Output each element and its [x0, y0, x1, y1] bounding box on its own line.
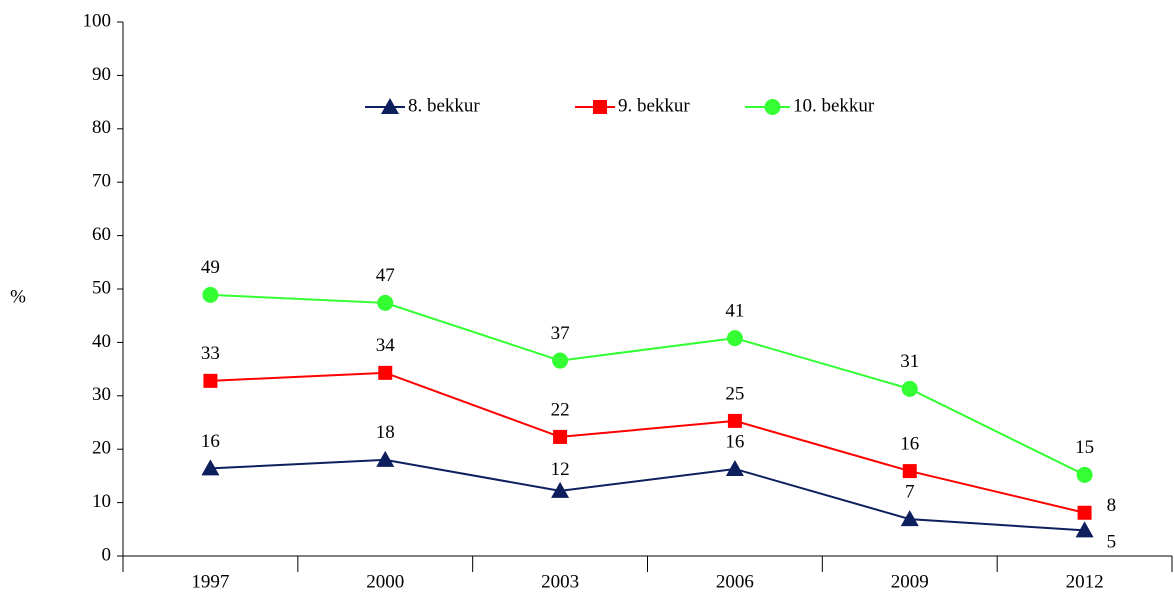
data-label: 18: [376, 422, 395, 443]
legend-label: 10. bekkur: [793, 95, 875, 116]
y-tick-label: 60: [92, 224, 111, 245]
data-point: [377, 294, 394, 311]
y-tick-label: 80: [92, 117, 111, 138]
x-tick-label: 2012: [1066, 571, 1104, 592]
y-tick-label: 70: [92, 171, 111, 192]
data-point: [378, 365, 393, 380]
x-tick-label: 2009: [891, 571, 929, 592]
data-label: 16: [725, 431, 744, 452]
data-label: 47: [376, 265, 395, 286]
data-label: 49: [201, 257, 220, 278]
y-tick-label: 0: [102, 544, 112, 565]
data-point: [726, 330, 743, 347]
data-point: [902, 464, 917, 479]
y-axis-label: %: [10, 286, 26, 307]
data-point: [900, 510, 919, 527]
data-point: [551, 481, 570, 498]
y-tick-label: 20: [92, 438, 111, 459]
series-line: [210, 371, 1085, 514]
data-point: [376, 450, 395, 467]
y-tick-label: 50: [92, 277, 111, 298]
legend-marker: [764, 99, 781, 115]
x-tick-label: 2000: [366, 571, 404, 592]
data-label: 8: [1107, 495, 1117, 516]
data-label: 12: [551, 459, 570, 480]
series-line: [210, 293, 1086, 476]
x-tick-label: 1997: [191, 571, 229, 592]
data-point: [725, 459, 744, 476]
data-point: [553, 429, 568, 444]
data-point: [203, 373, 218, 388]
x-tick-label: 2003: [541, 571, 579, 592]
data-point: [201, 459, 220, 476]
data-label: 31: [900, 351, 919, 372]
legend-marker: [593, 100, 607, 114]
legend-label: 9. bekkur: [618, 95, 690, 116]
y-tick-label: 90: [92, 64, 111, 85]
y-tick-label: 100: [83, 10, 112, 31]
data-label: 41: [725, 300, 744, 321]
data-point: [901, 380, 918, 397]
data-point: [1077, 505, 1092, 520]
data-label: 37: [551, 323, 570, 344]
data-label: 5: [1107, 532, 1117, 553]
data-label: 34: [376, 335, 396, 356]
y-tick-label: 10: [92, 491, 111, 512]
data-label: 25: [725, 383, 744, 404]
legend-label: 8. bekkur: [408, 95, 480, 116]
data-point: [552, 352, 569, 369]
data-point: [1076, 466, 1093, 483]
data-point: [1075, 521, 1094, 538]
data-point: [202, 286, 219, 303]
legend-marker: [381, 98, 399, 114]
data-label: 15: [1075, 437, 1094, 458]
data-label: 22: [551, 399, 570, 420]
y-tick-label: 30: [92, 384, 111, 405]
data-label: 16: [201, 431, 220, 452]
data-point: [727, 413, 742, 428]
data-label: 33: [201, 343, 220, 364]
y-tick-label: 40: [92, 331, 111, 352]
x-tick-label: 2006: [716, 571, 754, 592]
series-line: [210, 458, 1085, 532]
data-label: 7: [905, 482, 915, 503]
data-label: 16: [900, 433, 919, 454]
